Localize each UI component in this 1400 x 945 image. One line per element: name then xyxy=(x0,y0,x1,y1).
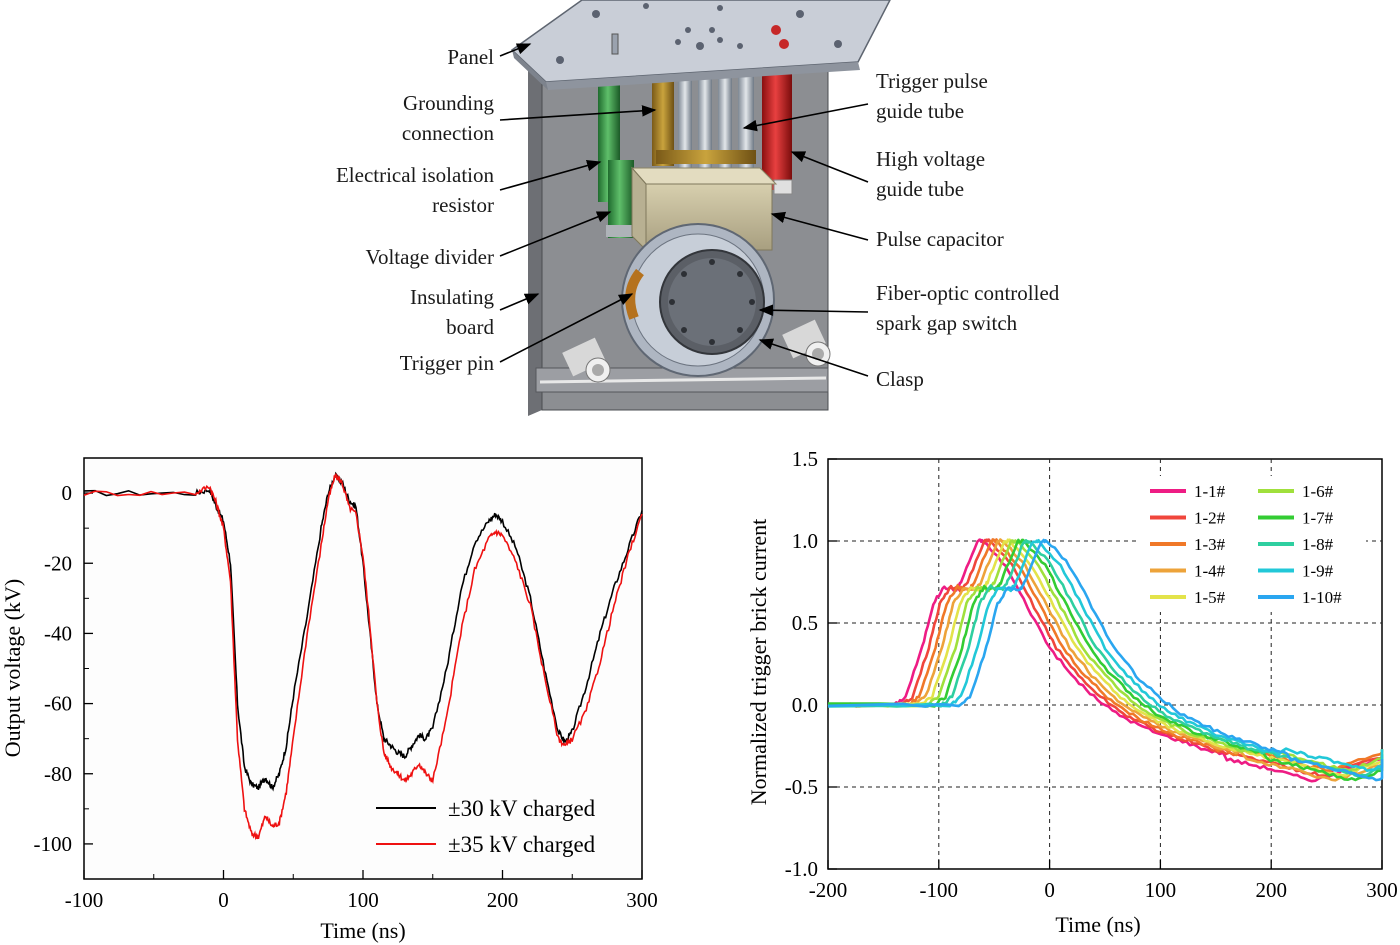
chart2-y-axis-label: Normalized trigger brick current xyxy=(746,519,771,805)
chart1-xtick-label: 100 xyxy=(347,888,379,912)
label-panel: Panel xyxy=(447,45,494,69)
roller-left xyxy=(562,337,611,383)
label-grounding-2: connection xyxy=(402,121,495,145)
assembly-diagram: Panel Grounding connection Electrical is… xyxy=(336,0,1060,416)
chart2-series-line-8 xyxy=(827,538,1384,778)
chart1-legend-30kv: ±30 kV charged xyxy=(448,796,596,821)
chart2-ytick-label: 0.5 xyxy=(792,611,818,635)
chart2-xtick-label: 200 xyxy=(1255,878,1287,902)
label-trigger-tube-1: Trigger pulse xyxy=(876,69,988,93)
label-hv-tube-1: High voltage xyxy=(876,147,985,171)
chart2-legend-entry: 1-9# xyxy=(1302,562,1334,581)
chart2-xtick-label: 300 xyxy=(1366,878,1398,902)
chart2-legend-entry: 1-2# xyxy=(1194,509,1226,528)
chart2-ytick-label: 0.0 xyxy=(792,693,818,717)
chart2-ytick-label: -1.0 xyxy=(785,857,818,881)
chart2-legend-entry: 1-3# xyxy=(1194,535,1226,554)
label-divider: Voltage divider xyxy=(365,245,494,269)
chart1-xtick-label: 0 xyxy=(218,888,229,912)
chart1-legend: ±30 kV charged ±35 kV charged xyxy=(376,796,596,857)
label-isolation-2: resistor xyxy=(432,193,494,217)
chart2-xtick-label: 100 xyxy=(1145,878,1177,902)
chart1-plot-area xyxy=(83,457,643,880)
chart1-xtick-label: 200 xyxy=(487,888,519,912)
label-insulating-2: board xyxy=(446,315,494,339)
chart2-legend-entry: 1-8# xyxy=(1302,535,1334,554)
roller-right xyxy=(782,319,831,367)
chart1-ytick-label: -40 xyxy=(44,621,72,645)
chart1-xtick-label: -100 xyxy=(65,888,104,912)
chart2-xtick-label: -100 xyxy=(920,878,959,902)
label-trigger-tube-2: guide tube xyxy=(876,99,964,123)
label-grounding-1: Grounding xyxy=(403,91,494,115)
chart1-xtick-label: 300 xyxy=(626,888,658,912)
insulating-board-side xyxy=(528,50,542,416)
chart1-x-axis-label: Time (ns) xyxy=(320,918,405,943)
pulse-capacitor-top xyxy=(630,167,778,185)
label-hv-tube-2: guide tube xyxy=(876,177,964,201)
chart2-legend-entry: 1-1# xyxy=(1194,482,1226,501)
label-switch-1: Fiber-optic controlled xyxy=(876,281,1060,305)
chart2-ytick-label: -0.5 xyxy=(785,775,818,799)
chart2-legend-entry: 1-10# xyxy=(1302,588,1342,607)
chart1-ytick-label: -80 xyxy=(44,762,72,786)
chart2-legend: 1-1# 1-2# 1-3# 1-4# 1-5# 1-6# 1-7# 1-8# 1-9# 1-10… xyxy=(1140,476,1366,612)
chart1-series-line-1 xyxy=(83,471,643,792)
chart2-series-line-10 xyxy=(827,538,1384,782)
label-isolation-1: Electrical isolation xyxy=(336,163,495,187)
chart2-legend-entry: 1-6# xyxy=(1302,482,1334,501)
label-capacitor: Pulse capacitor xyxy=(876,227,1004,251)
label-clasp: Clasp xyxy=(876,367,924,391)
label-trigger-pin: Trigger pin xyxy=(400,351,495,375)
chart2-xtick-label: -200 xyxy=(809,878,848,902)
chart-trigger-current: -200 -100 0 100 200 300 1.5 1.0 0.5 0.0 -0.5 -1.0 T… xyxy=(746,447,1398,937)
chart1-y-axis-label: Output voltage (kV) xyxy=(0,579,25,757)
chart1-legend-35kv: ±35 kV charged xyxy=(448,832,596,857)
chart1-ytick-label: 0 xyxy=(62,481,73,505)
chart1-series-line-2 xyxy=(83,473,643,841)
label-insulating-1: Insulating xyxy=(410,285,494,309)
chart2-xtick-label: 0 xyxy=(1044,878,1055,902)
leader-arrows xyxy=(499,43,869,377)
chart2-legend-entry: 1-4# xyxy=(1194,562,1226,581)
chart1-ytick-label: -60 xyxy=(44,692,72,716)
chart2-series-line-4 xyxy=(827,538,1384,782)
chart2-series-line-7 xyxy=(827,538,1384,782)
chart2-series-line-1 xyxy=(827,538,1383,783)
label-switch-2: spark gap switch xyxy=(876,311,1018,335)
hv-guide-tube-body xyxy=(762,66,792,190)
chart2-legend-entry: 1-7# xyxy=(1302,509,1334,528)
chart2-legend-entry: 1-5# xyxy=(1194,588,1226,607)
chart1-ytick-label: -100 xyxy=(34,832,73,856)
chart2-series-line-9 xyxy=(827,538,1384,773)
chart2-ytick-label: 1.0 xyxy=(792,529,818,553)
grounding-connection-body xyxy=(652,76,674,166)
chart2-x-axis-label: Time (ns) xyxy=(1055,912,1140,937)
chart2-ytick-label: 1.5 xyxy=(792,447,818,471)
chart-output-voltage: -100 0 100 200 300 0 -20 -40 -60 -80 -100 Time (ns… xyxy=(0,457,658,943)
chart1-ytick-label: -20 xyxy=(44,551,72,575)
